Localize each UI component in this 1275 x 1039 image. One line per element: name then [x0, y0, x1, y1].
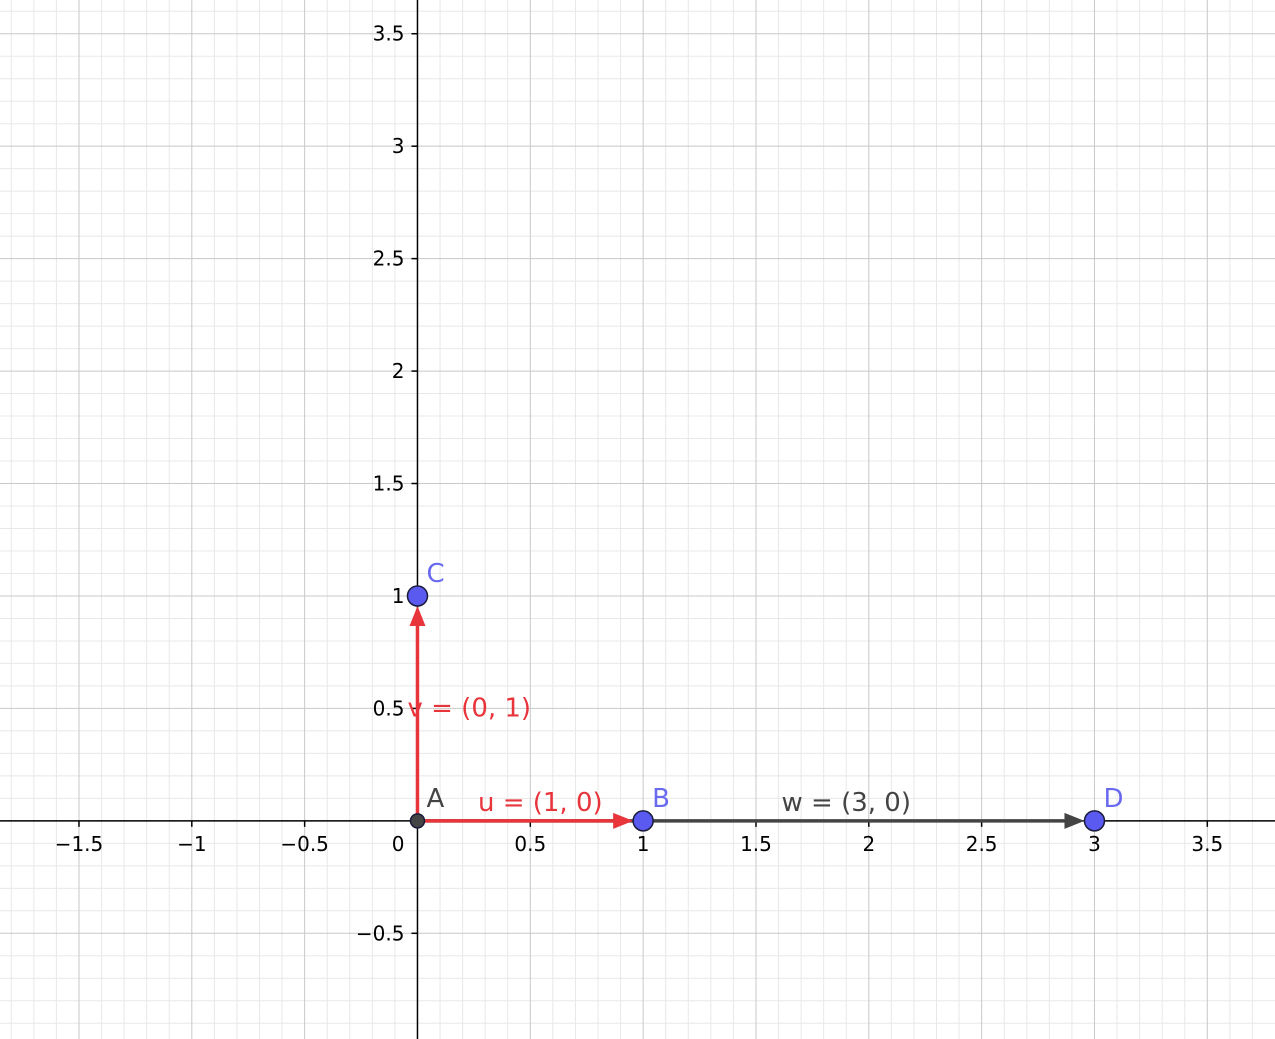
vector-u[interactable]: u = (1, 0) [417, 788, 634, 829]
y-tick-label: 2 [392, 359, 405, 383]
vector-v-arrowhead[interactable] [409, 605, 426, 626]
y-tick-label: 3 [392, 134, 405, 158]
vector-u-label: u = (1, 0) [478, 788, 603, 818]
vectors[interactable]: w = (3, 0) u = (1, 0) v = (0, 1) [407, 605, 1085, 829]
x-tick-label: −1 [177, 832, 206, 856]
point-D[interactable]: D [1083, 784, 1124, 832]
x-tick-label: 1.5 [740, 832, 772, 856]
point-A[interactable]: A [409, 784, 444, 829]
x-tick-label: 2.5 [966, 832, 998, 856]
y-tick-label: 0.5 [373, 696, 405, 720]
tick-labels: −1.5 −1 −0.5 0.5 1 1.5 2 2.5 3 3.5 −0.5 0.5 1 1.5 2 2.5… [55, 22, 1224, 946]
point-B-marker[interactable] [632, 810, 654, 832]
point-B-label: B [652, 784, 670, 814]
vector-w-arrowhead[interactable] [1064, 812, 1085, 829]
y-tick-label: 1.5 [373, 472, 405, 496]
point-D-marker[interactable] [1083, 810, 1106, 832]
x-tick-label: −1.5 [55, 832, 104, 856]
point-C-label: C [426, 559, 444, 589]
y-tick-label: 1 [392, 584, 405, 608]
y-tick-label: 3.5 [373, 22, 405, 46]
points[interactable]: A B C D [406, 559, 1124, 832]
point-B[interactable]: B [632, 784, 670, 832]
vector-v-label: v = (0, 1) [407, 693, 531, 723]
vector-w-label: w = (3, 0) [781, 788, 910, 818]
x-tick-label: 1 [637, 832, 650, 856]
x-tick-label: 0.5 [514, 832, 546, 856]
y-tick-label: 2.5 [373, 247, 405, 271]
point-A-marker[interactable] [409, 813, 426, 829]
x-tick-label: 3.5 [1191, 832, 1223, 856]
x-tick-label: −0.5 [280, 832, 329, 856]
point-D-label: D [1103, 784, 1123, 814]
origin-tick-label: 0 [392, 832, 405, 856]
point-A-label: A [426, 784, 444, 814]
x-tick-label: 3 [1088, 832, 1101, 856]
y-tick-label: −0.5 [356, 921, 405, 945]
x-tick-label: 2 [862, 832, 875, 856]
vector-v[interactable]: v = (0, 1) [407, 605, 531, 821]
point-C-marker[interactable] [406, 585, 429, 607]
vector-u-arrowhead[interactable] [613, 812, 634, 829]
point-C[interactable]: C [406, 559, 445, 607]
